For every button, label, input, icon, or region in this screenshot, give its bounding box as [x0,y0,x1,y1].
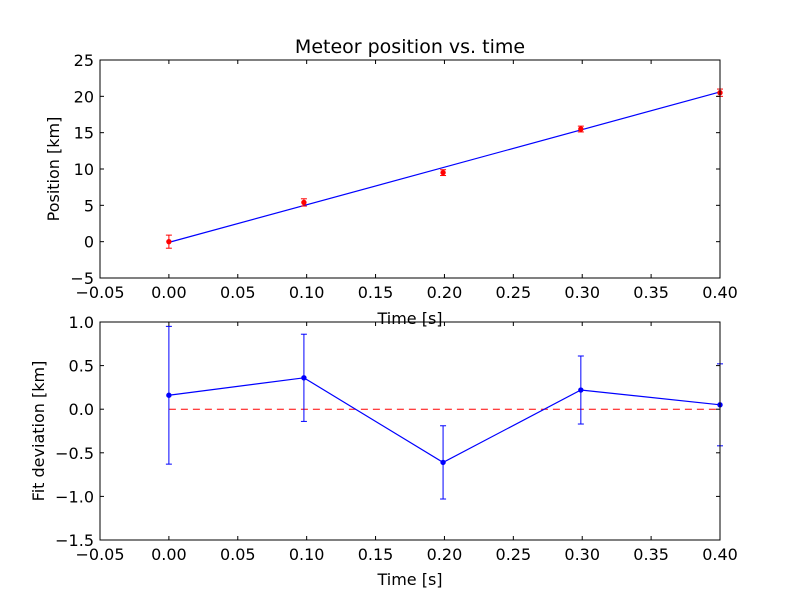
position-chart: Meteor position vs. time −0.05 0.00 0.05 0.… [44,36,738,328]
position-xtick-label: 0.15 [358,283,394,302]
position-ytick-label: 25 [74,51,94,70]
position-data-point [166,238,172,245]
deviation-data-point [301,375,307,381]
position-xtick-label: 0.20 [427,283,463,302]
deviation-chart: −0.05 0.00 0.05 0.10 0.15 0.20 0.25 0.30 0.35 0.4… [29,313,738,589]
position-ytick-label: 20 [74,87,94,106]
deviation-xtick-label: 0.25 [496,545,532,564]
position-ytick-label: 0 [84,233,94,252]
position-xtick-label: −0.05 [75,283,124,302]
deviation-ytick-label: 0.5 [69,357,94,376]
deviation-ytick-label: −0.5 [55,444,94,463]
position-xtick-label: 0.00 [151,283,187,302]
position-data-point [578,126,584,132]
deviation-ytick-label: −1.0 [55,487,94,506]
deviation-xtick-label: 0.30 [564,545,600,564]
position-xtick-label: 0.40 [702,283,738,302]
position-chart-xlabel: Time [s] [376,309,442,328]
deviation-chart-frame [99,321,721,541]
position-ytick-label: −5 [70,269,94,288]
position-xtick-label: 0.05 [220,283,256,302]
position-chart-marks [165,88,723,249]
position-xtick-label: 0.30 [564,283,600,302]
position-xtick-label: 0.10 [289,283,325,302]
deviation-xtick-label: 0.15 [358,545,394,564]
deviation-xtick-label: 0.40 [702,545,738,564]
position-chart-title: Meteor position vs. time [295,36,525,58]
deviation-xtick-label: 0.35 [633,545,669,564]
position-xtick-label: 0.25 [496,283,532,302]
deviation-xtick-label: 0.00 [151,545,187,564]
deviation-ytick-label: 0.0 [69,400,94,419]
deviation-data-point [440,459,446,466]
position-xtick-label: 0.35 [633,283,669,302]
position-chart-ticks: −0.05 0.00 0.05 0.10 0.15 0.20 0.25 0.30 0.35 0.4… [70,51,737,302]
position-ytick-label: 10 [74,160,94,179]
deviation-ytick-label: −1.5 [55,531,94,550]
deviation-chart-xlabel: Time [s] [376,570,442,589]
deviation-chart-ylabel: Fit deviation [km] [29,361,48,502]
deviation-data-point [166,392,172,398]
deviation-chart-ticks: −0.05 0.00 0.05 0.10 0.15 0.20 0.25 0.30 0.35 0.4… [55,313,738,564]
position-fit-line [168,91,721,243]
deviation-xtick-label: 0.10 [289,545,325,564]
deviation-xtick-label: −0.05 [75,545,124,564]
position-chart-ylabel: Position [km] [44,117,63,222]
position-ytick-label: 15 [74,124,94,143]
position-data-point [301,199,307,206]
position-data-point [440,169,446,176]
deviation-xtick-label: 0.05 [220,545,256,564]
deviation-chart-marks [165,325,723,500]
deviation-data-point [578,387,584,393]
deviation-xtick-label: 0.20 [427,545,463,564]
deviation-ytick-label: 1.0 [69,313,94,332]
position-ytick-label: 5 [84,196,94,215]
